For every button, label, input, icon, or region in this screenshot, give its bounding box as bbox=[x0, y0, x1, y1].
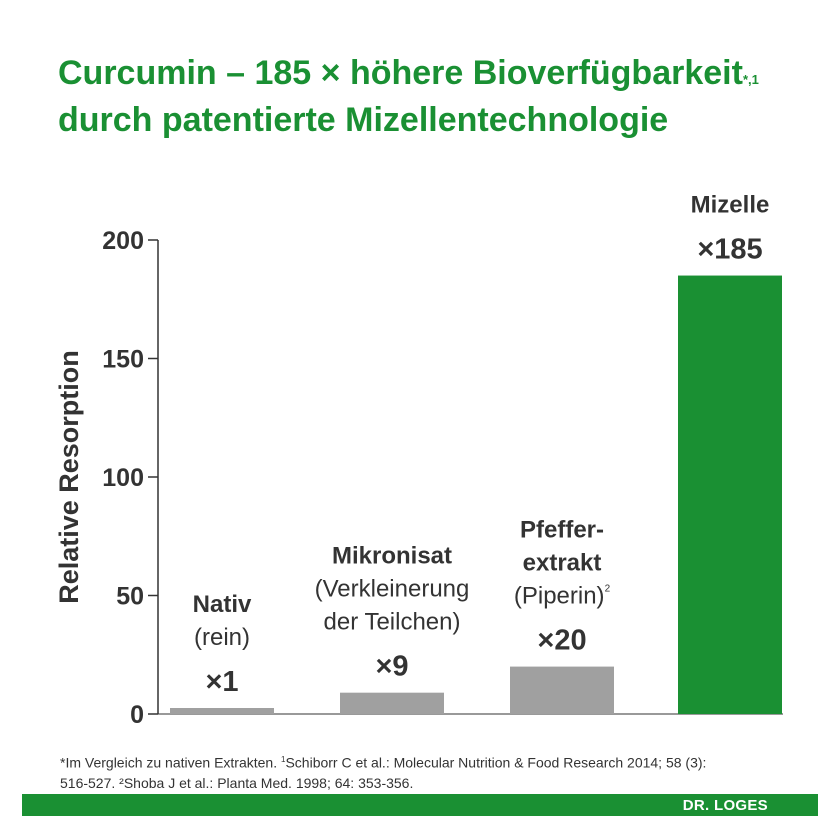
bar-value-label-0: ×1 bbox=[205, 666, 238, 698]
bar-2 bbox=[510, 666, 614, 714]
category-label-2-2: Pfeffer- bbox=[520, 517, 604, 544]
bar-1 bbox=[340, 692, 444, 714]
chart-title: Curcumin – 185 × höhere Bioverfügbarkeit… bbox=[58, 50, 818, 144]
y-tick-label-100: 100 bbox=[102, 464, 144, 492]
brand-logo-text: DR. LOGES bbox=[682, 797, 768, 814]
category-label-2-0: (Piperin)2 bbox=[514, 583, 611, 610]
footnote-line-1: *Im Vergleich zu nativen Extrakten. 1Sch… bbox=[60, 750, 800, 773]
category-label-3-0: Mizelle bbox=[691, 192, 770, 219]
title-line-1: Curcumin – 185 × höhere Bioverfügbarkeit… bbox=[58, 50, 818, 97]
bar-value-label-2: ×20 bbox=[537, 625, 586, 657]
footnote-line-2: 516-527. ²Shoba J et al.: Planta Med. 19… bbox=[60, 774, 414, 791]
category-label-1-0: der Teilchen) bbox=[324, 609, 461, 636]
title-line-1-text: Curcumin – 185 × höhere Bioverfügbarkeit bbox=[58, 54, 743, 92]
category-label-0-0: (rein) bbox=[194, 624, 250, 651]
bar-0 bbox=[170, 708, 274, 714]
category-label-1-1: (Verkleinerung bbox=[315, 576, 470, 603]
category-label-2-1: extrakt bbox=[523, 550, 602, 577]
bar-3 bbox=[678, 275, 782, 714]
y-tick-label-150: 150 bbox=[102, 346, 144, 374]
bar-value-label-3: ×185 bbox=[697, 234, 762, 266]
footnote-sup-1: 1 bbox=[281, 755, 286, 764]
category-label-0-1: Nativ bbox=[193, 591, 252, 618]
title-line-2: durch patentierte Mizellentechnologie bbox=[58, 101, 669, 139]
y-axis-title: Relative Resorption bbox=[54, 350, 84, 604]
category-label-1-2: Mikronisat bbox=[332, 543, 452, 570]
title-footnote-marker: *,1 bbox=[742, 72, 759, 87]
footer-bar: DR. LOGES bbox=[22, 794, 818, 816]
bar-chart: 0 50 100 150 200 Relative Resorption ×1 (rein) N… bbox=[54, 192, 783, 729]
y-tick-label-200: 200 bbox=[102, 227, 144, 255]
footnote-line-1-b: Schiborr C et al.: Molecular Nutrition &… bbox=[285, 754, 707, 771]
category-sup-2: 2 bbox=[605, 584, 611, 595]
y-tick-label-0: 0 bbox=[130, 701, 144, 729]
y-tick-label-50: 50 bbox=[116, 583, 144, 611]
bar-value-label-1: ×9 bbox=[375, 651, 408, 683]
footnote-line-1-a: *Im Vergleich zu nativen Extrakten. bbox=[60, 754, 281, 771]
footnote: *Im Vergleich zu nativen Extrakten. 1Sch… bbox=[60, 750, 800, 793]
